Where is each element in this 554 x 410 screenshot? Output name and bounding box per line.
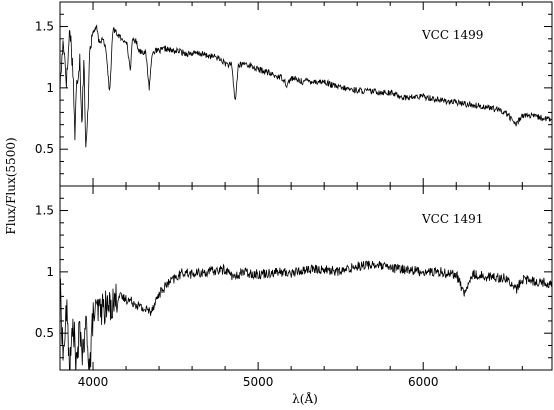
y-tick-label: 1: [46, 81, 54, 95]
x-tick-label: 4000: [78, 375, 109, 389]
panel-label: VCC 1491: [421, 212, 483, 226]
x-axis-label: λ(Å): [292, 391, 318, 406]
spectrum-line: [60, 260, 552, 370]
y-tick-label: 1.5: [35, 20, 54, 34]
y-tick-label: 0.5: [35, 326, 54, 340]
panel-label: VCC 1499: [421, 28, 483, 42]
y-tick-label: 1: [46, 265, 54, 279]
spectrum-line: [60, 24, 552, 148]
y-tick-label: 0.5: [35, 142, 54, 156]
x-tick-label: 6000: [408, 375, 439, 389]
panels-group: 0.5 1 1.5 VCC 1499 0.5 1 1.5 VCC 1491 4000 5000 60…: [35, 1, 553, 389]
panel-2: 0.5 1 1.5 VCC 1491: [35, 185, 553, 371]
panel-frame: [59, 185, 553, 371]
panel-1: 0.5 1 1.5 VCC 1499: [35, 1, 553, 187]
y-tick-label: 1.5: [35, 204, 54, 218]
y-axis-label: Flux/Flux(5500): [4, 137, 18, 234]
x-tick-label: 5000: [243, 375, 274, 389]
